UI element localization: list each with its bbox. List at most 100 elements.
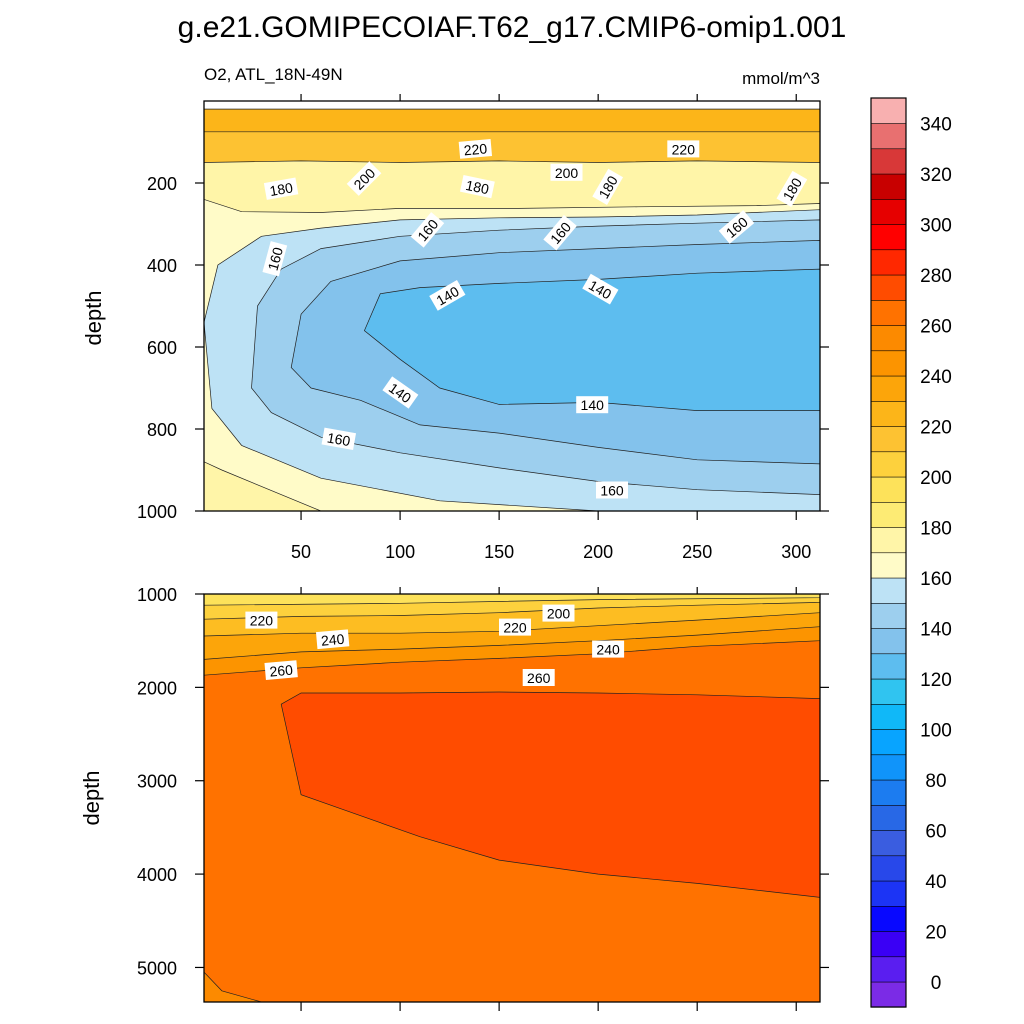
y-tick-label: 400 <box>147 256 177 276</box>
colorbar-swatch <box>870 855 907 882</box>
y-tick-label: 2000 <box>137 678 177 698</box>
contour-label: 160 <box>718 210 755 244</box>
contour-label-bg <box>582 273 619 305</box>
subtitle-left: O2, ATL_18N-49N <box>204 65 343 84</box>
colorbar-swatch <box>870 804 907 831</box>
colorbar-swatch <box>870 956 907 983</box>
contour-label-text: 240 <box>596 642 620 658</box>
colorbar-swatch <box>870 476 907 503</box>
contour-label-bg <box>382 376 419 409</box>
colorbar-swatch <box>870 223 907 251</box>
colorbar-swatch <box>870 678 907 705</box>
colorbar-tick-label: 340 <box>920 114 952 135</box>
contour-label: 160 <box>262 241 288 277</box>
y-tick-label: 800 <box>147 420 177 440</box>
colorbar-swatch <box>870 97 907 124</box>
contour-label-text: 180 <box>268 179 294 199</box>
x-tick-label: 300 <box>781 542 811 562</box>
colorbar-swatch <box>870 274 907 301</box>
colorbar-swatch <box>870 552 907 579</box>
contour-label-bg <box>410 212 445 248</box>
contour-label-bg <box>542 604 575 622</box>
contour-label-text: 160 <box>600 483 624 499</box>
contour-label: 220 <box>458 139 493 159</box>
contour-label: 220 <box>499 618 531 636</box>
y-tick-label: 3000 <box>137 772 177 792</box>
colorbar-swatch <box>870 981 907 1008</box>
lower-plot-frame <box>203 593 821 1003</box>
colorbar-swatch <box>870 930 907 958</box>
colorbar-tick-label: 20 <box>925 922 946 943</box>
contour-label: 160 <box>596 481 628 499</box>
colorbar-tick-label: 320 <box>920 165 952 186</box>
contour-region-130 <box>363 268 820 411</box>
colorbar-tick-label: 220 <box>920 417 952 438</box>
contour-label-text: 160 <box>326 429 352 449</box>
contour-label-text: 140 <box>581 397 605 413</box>
upper-contour-fills <box>204 108 820 511</box>
contour-label: 240 <box>315 629 350 650</box>
contour-label-bg <box>596 481 628 499</box>
contour-label-text: 160 <box>265 245 287 272</box>
contour-label-text: 200 <box>555 165 579 181</box>
contour-label-bg <box>718 210 755 244</box>
x-tick-label: 200 <box>583 542 613 562</box>
colorbar-frame <box>870 97 907 1008</box>
colorbar-swatch <box>870 324 907 352</box>
contour-label-bg <box>592 640 625 658</box>
colorbar-tick-label: 160 <box>920 569 952 590</box>
chart-title: g.e21.GOMIPECOIAF.T62_g17.CMIP6-omip1.00… <box>178 11 847 44</box>
colorbar-swatch <box>870 350 907 377</box>
colorbar-swatch <box>870 880 907 907</box>
contour-label-text: 220 <box>250 613 274 629</box>
contour-label-bg <box>245 611 278 629</box>
x-tick-label: 150 <box>484 542 514 562</box>
colorbar-swatch <box>870 148 907 175</box>
y-tick-label: 1000 <box>137 502 177 522</box>
contour-label-bg <box>263 177 299 200</box>
colorbar-tick-label: 240 <box>920 367 952 388</box>
colorbar-swatch <box>870 425 907 453</box>
contour-region-225 <box>204 108 820 133</box>
contour-region-270 <box>280 691 820 898</box>
colorbar-swatch <box>870 299 907 326</box>
upper-y-axis-label: depth <box>81 290 106 345</box>
contour-label-text: 200 <box>547 606 571 622</box>
upper-panel: 50 100 150 200 250 300 200 400 600 800 1000 220 220 2… <box>137 94 829 562</box>
contour-label-text: 220 <box>672 141 696 157</box>
contour-label-bg <box>550 163 583 181</box>
contour-label: 140 <box>576 396 609 414</box>
colorbar-swatch <box>870 627 907 655</box>
contour-label: 180 <box>263 177 299 200</box>
y-tick-label: 1000 <box>137 585 177 605</box>
colorbar-tick-label: 40 <box>925 872 946 893</box>
x-tick-label: 100 <box>385 542 415 562</box>
contour-label-bg <box>522 669 555 686</box>
contour-label: 260 <box>522 669 555 686</box>
contour-label-text: 220 <box>503 620 527 636</box>
contour-label-text: 180 <box>464 177 490 198</box>
subtitle-right: mmol/m^3 <box>742 69 820 88</box>
contour-region-205 <box>204 594 820 606</box>
colorbar-swatch <box>870 451 907 478</box>
colorbar-tick-label: 120 <box>920 670 952 691</box>
colorbar-swatch <box>870 703 907 730</box>
contour-label-bg <box>776 170 808 208</box>
colorbar-tick-label: 0 <box>931 973 942 994</box>
contour-label-text: 240 <box>320 631 345 649</box>
contour-label: 220 <box>245 611 278 629</box>
contour-label-text: 220 <box>463 140 488 158</box>
contour-label-text: 260 <box>269 662 294 680</box>
contour-label-bg <box>346 161 382 196</box>
contour-label: 220 <box>667 140 700 158</box>
contour-label-bg <box>429 280 466 311</box>
lower-contour-fills <box>204 594 820 1002</box>
contour-label-bg <box>543 214 577 251</box>
colorbar-swatch <box>870 905 907 932</box>
colorbar-swatch <box>870 754 907 781</box>
contour-label-bg <box>576 396 609 414</box>
colorbar-swatch <box>870 375 907 402</box>
contour-label-bg <box>499 618 531 636</box>
colorbar-tick-label: 260 <box>920 316 952 337</box>
